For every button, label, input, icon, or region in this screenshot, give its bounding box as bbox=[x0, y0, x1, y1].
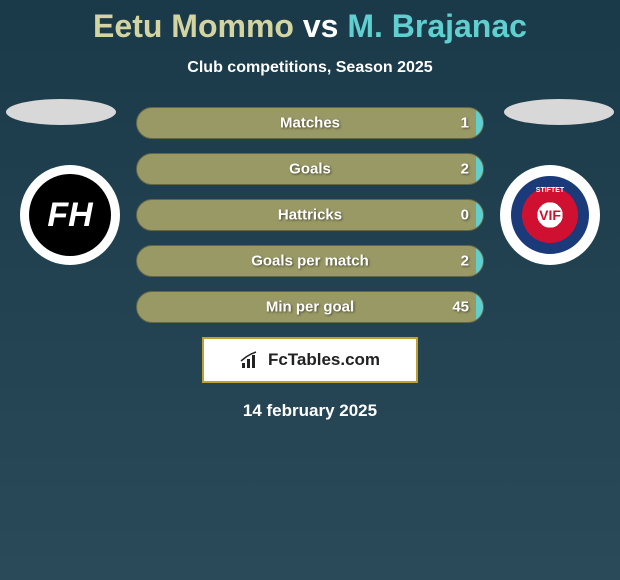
chart-bars-icon bbox=[240, 351, 262, 369]
player1-name: Eetu Mommo bbox=[93, 8, 294, 44]
stat-label: Min per goal bbox=[266, 299, 354, 316]
player2-name: M. Brajanac bbox=[347, 8, 527, 44]
stat-bar-right bbox=[476, 154, 483, 184]
vif-logo-center-text: VIF bbox=[539, 207, 561, 223]
stat-row-matches: Matches 1 bbox=[136, 107, 484, 139]
stat-label: Goals per match bbox=[251, 253, 369, 270]
stat-bar-right bbox=[476, 292, 483, 322]
player1-club-logo: FH bbox=[20, 165, 120, 265]
subtitle: Club competitions, Season 2025 bbox=[0, 59, 620, 77]
brand-text: FcTables.com bbox=[268, 350, 380, 370]
avatar-placeholder-icon bbox=[6, 99, 116, 125]
stat-value-right: 2 bbox=[461, 161, 469, 178]
vs-text: vs bbox=[303, 8, 339, 44]
stat-row-hattricks: Hattricks 0 bbox=[136, 199, 484, 231]
avatar-placeholder-icon bbox=[504, 99, 614, 125]
fh-logo-icon: FH bbox=[29, 174, 111, 256]
stat-value-right: 45 bbox=[452, 299, 469, 316]
player2-club-logo: STIFTET VIF bbox=[500, 165, 600, 265]
vif-logo-icon: STIFTET VIF bbox=[511, 176, 589, 254]
stat-label: Matches bbox=[280, 115, 340, 132]
stat-label: Hattricks bbox=[278, 207, 342, 224]
stat-label: Goals bbox=[289, 161, 331, 178]
stats-container: FH STIFTET VIF Matches 1 Goals 2 Hattric… bbox=[0, 107, 620, 421]
stat-row-goals: Goals 2 bbox=[136, 153, 484, 185]
comparison-title: Eetu Mommo vs M. Brajanac bbox=[0, 0, 620, 45]
player1-avatar bbox=[6, 99, 116, 125]
stat-bar-right bbox=[476, 200, 483, 230]
player2-avatar bbox=[504, 99, 614, 125]
brand-box[interactable]: FcTables.com bbox=[202, 337, 418, 383]
stat-value-right: 0 bbox=[461, 207, 469, 224]
vif-logo-top-text: STIFTET bbox=[536, 187, 564, 194]
date-text: 14 february 2025 bbox=[0, 401, 620, 421]
stat-row-goals-per-match: Goals per match 2 bbox=[136, 245, 484, 277]
stat-row-min-per-goal: Min per goal 45 bbox=[136, 291, 484, 323]
stat-value-right: 1 bbox=[461, 115, 469, 132]
stats-list: Matches 1 Goals 2 Hattricks 0 Goals per … bbox=[136, 107, 484, 323]
stat-bar-right bbox=[476, 108, 483, 138]
stat-value-right: 2 bbox=[461, 253, 469, 270]
stat-bar-right bbox=[476, 246, 483, 276]
